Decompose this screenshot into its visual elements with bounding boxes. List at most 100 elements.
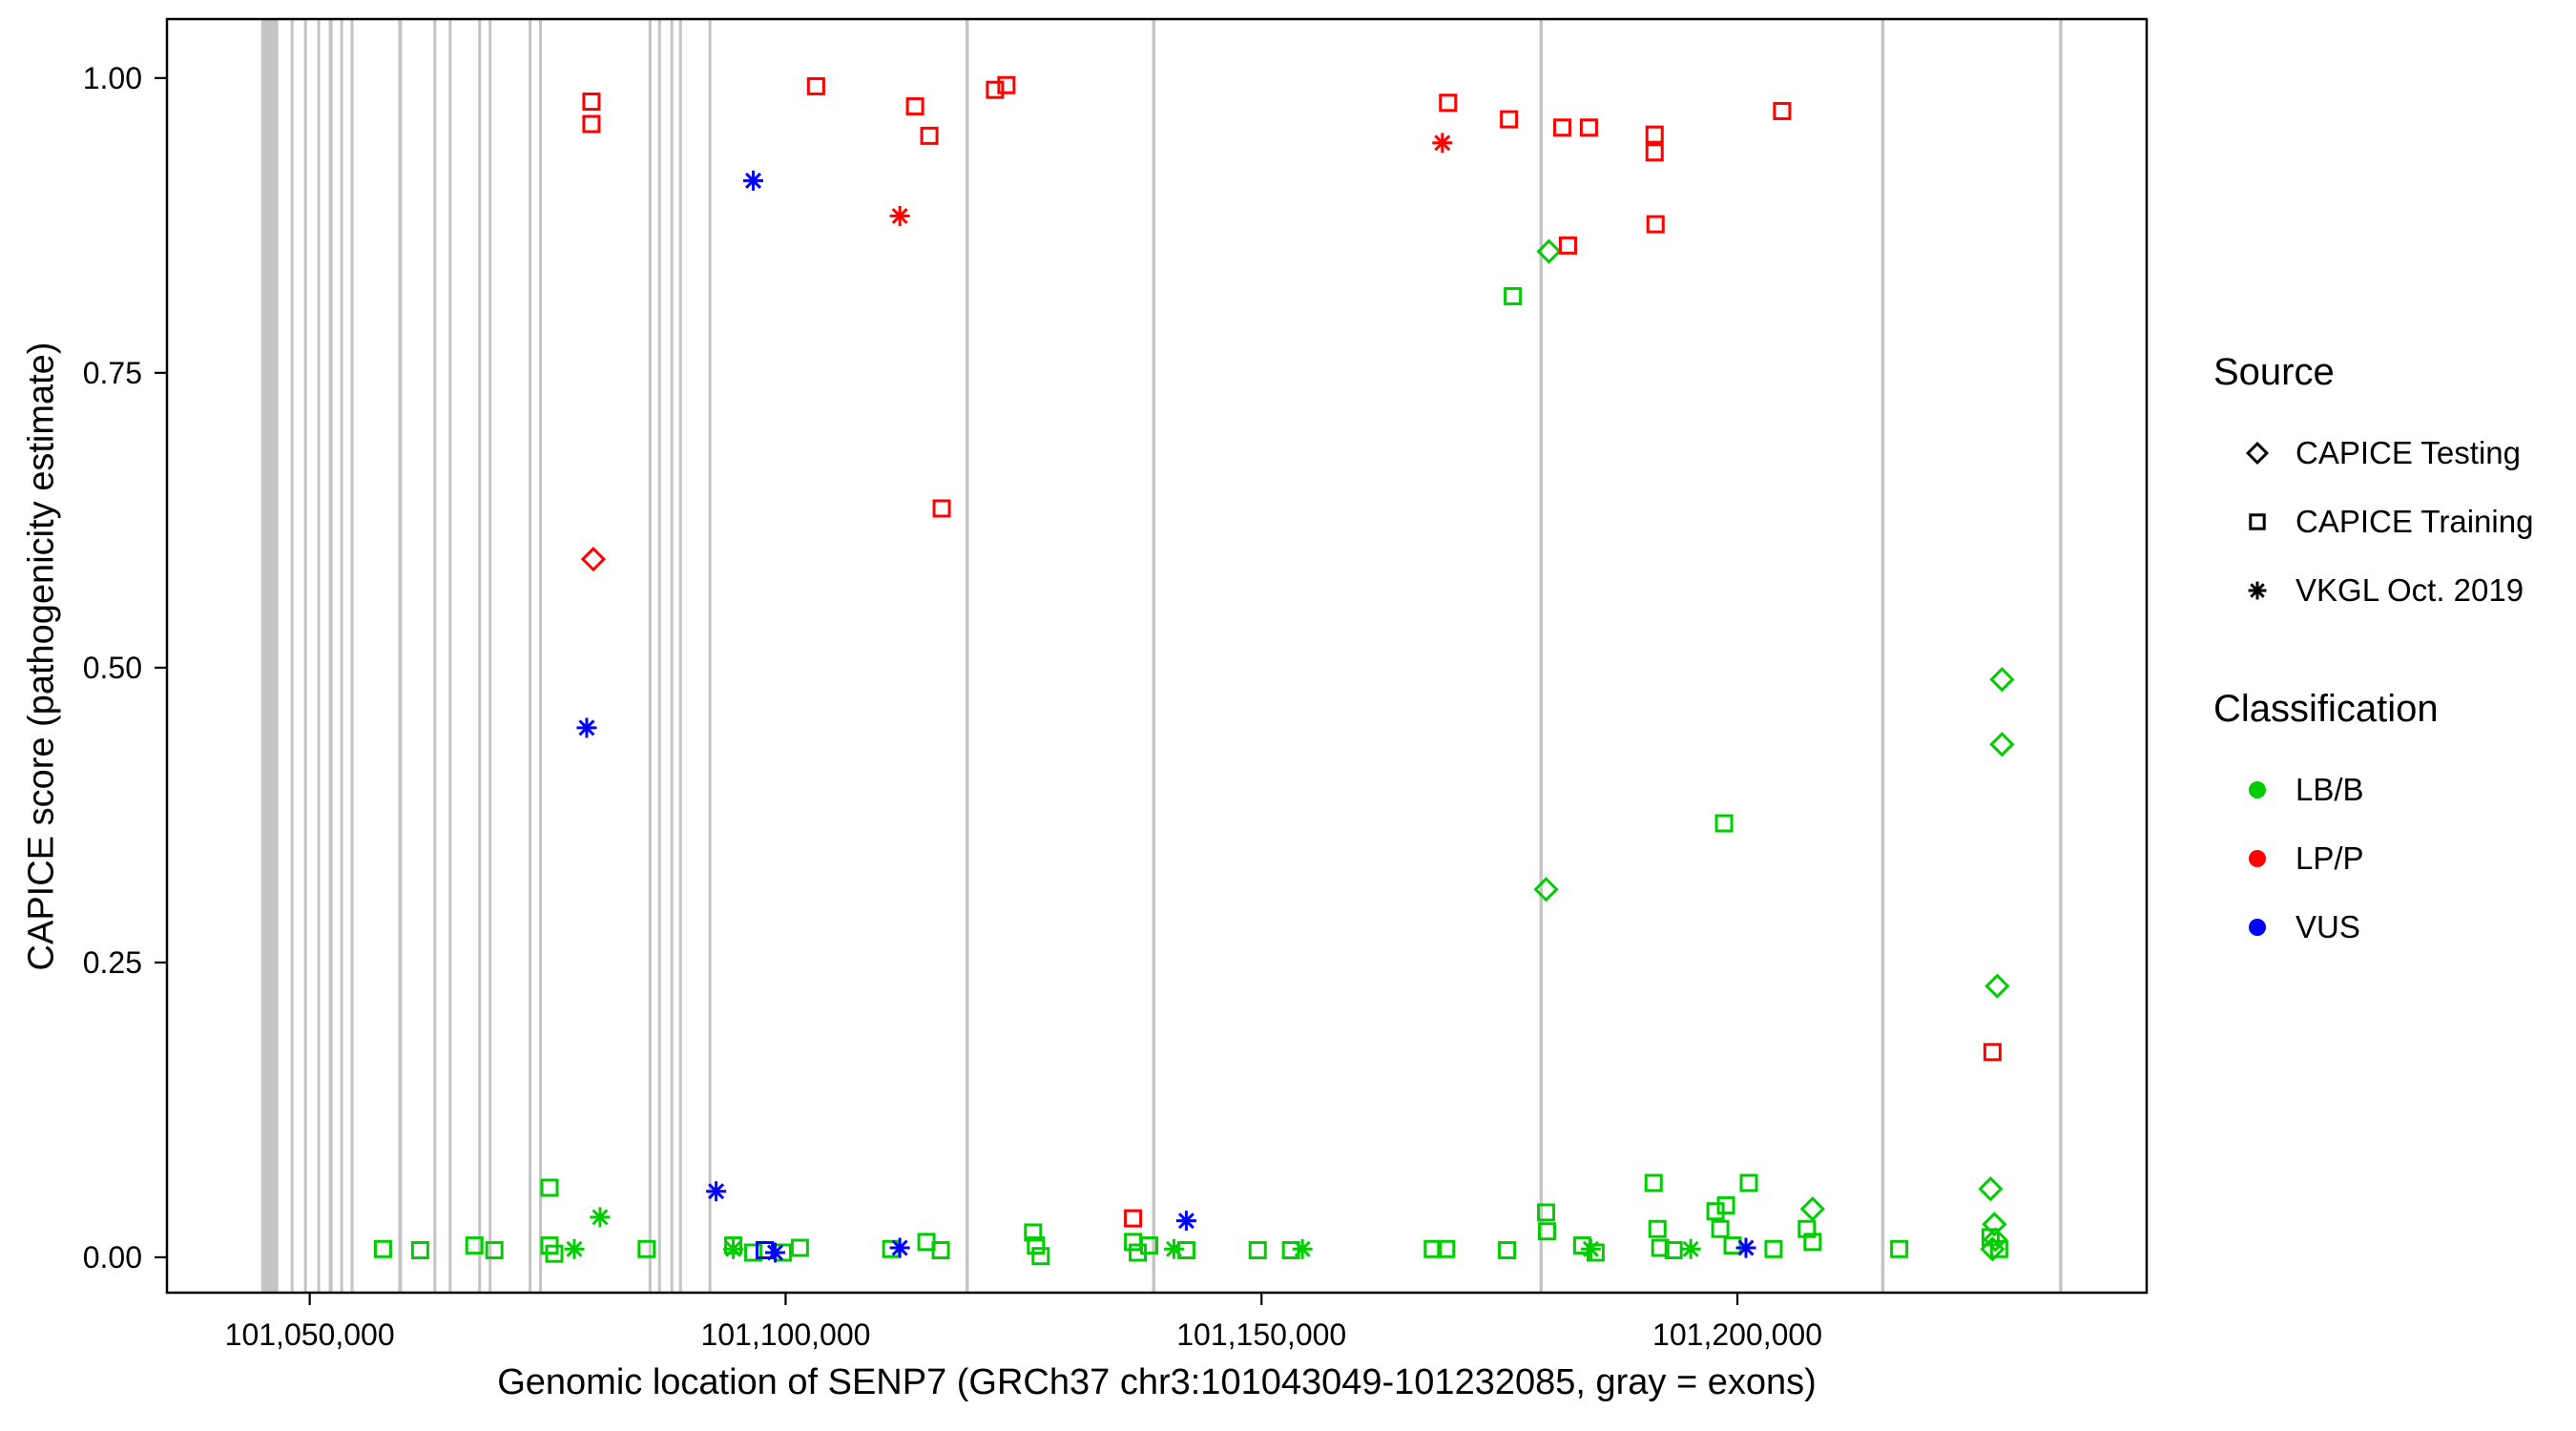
legend-classification-title: Classification xyxy=(2213,688,2439,730)
exon-bar xyxy=(648,20,652,1292)
exon-bar xyxy=(2059,20,2063,1292)
exon-bar xyxy=(448,20,452,1292)
data-point-square xyxy=(1504,286,1523,305)
data-point-square xyxy=(744,1243,763,1262)
data-point-square xyxy=(1716,1196,1735,1215)
data-point-square xyxy=(1031,1247,1050,1266)
data-point-square xyxy=(1739,1173,1758,1192)
y-tick-label: 0.00 xyxy=(83,1240,142,1275)
exon-bar xyxy=(317,20,321,1292)
data-point-square xyxy=(986,80,1005,99)
data-point-square xyxy=(1764,1239,1783,1258)
data-point-square xyxy=(373,1239,392,1258)
exon-bar xyxy=(328,20,333,1292)
data-point-square xyxy=(1983,1043,2002,1062)
legend-item-capice-training: CAPICE Training xyxy=(2213,487,2566,556)
data-point-square xyxy=(1500,110,1519,129)
legend-item-label: VUS xyxy=(2296,909,2360,944)
square-marker-icon xyxy=(2249,513,2266,530)
legend-item-lb-b: LB/B xyxy=(2213,756,2566,824)
data-point-square xyxy=(1651,1238,1670,1257)
exon-bar xyxy=(260,20,279,1292)
data-point-square xyxy=(1723,1236,1742,1255)
data-point-asterisk xyxy=(1292,1238,1313,1259)
data-point-square xyxy=(1579,118,1598,137)
data-point-square xyxy=(1644,1173,1663,1192)
data-point-square xyxy=(1552,118,1571,137)
data-point-square xyxy=(1645,143,1664,162)
data-point-asterisk xyxy=(2248,581,2267,600)
data-point-square xyxy=(1437,1239,1456,1258)
data-point-asterisk xyxy=(706,1181,727,1202)
exon-bar xyxy=(965,20,969,1292)
data-point-square xyxy=(1558,236,1577,255)
data-point-diamond xyxy=(1983,1227,2008,1253)
data-point-square xyxy=(920,126,939,145)
x-tick-label: 101,050,000 xyxy=(225,1317,395,1352)
x-tick-label: 101,200,000 xyxy=(1652,1317,1822,1352)
y-tick-label: 1.00 xyxy=(83,61,142,95)
data-point-square xyxy=(1773,101,1792,120)
data-point-asterisk xyxy=(743,170,764,191)
data-point-diamond xyxy=(2245,441,2270,466)
exon-bar xyxy=(708,20,712,1292)
data-point-square xyxy=(1024,1223,1043,1242)
exon-bar xyxy=(290,20,294,1292)
legend-classification-group: Classification LB/B LP/P VUS xyxy=(2213,688,2566,962)
panel-border xyxy=(165,17,2149,1295)
data-point-square xyxy=(465,1236,484,1255)
data-point-square xyxy=(1124,1209,1143,1228)
legend-item-label: CAPICE Testing xyxy=(2296,435,2521,470)
data-point-diamond xyxy=(1989,667,2015,693)
x-tick-label: 101,150,000 xyxy=(1176,1317,1346,1352)
legend: Source CAPICE Testing CAPICE Training VK… xyxy=(2213,351,2566,962)
data-point-square xyxy=(545,1244,564,1263)
data-point-square xyxy=(1803,1233,1822,1252)
legend-item-capice-testing: CAPICE Testing xyxy=(2213,419,2566,487)
data-point-asterisk xyxy=(889,205,910,226)
data-point-diamond xyxy=(1980,1236,2005,1262)
exon-bar xyxy=(488,20,492,1292)
y-tick-label: 0.50 xyxy=(83,651,142,685)
blue-dot-icon xyxy=(2249,919,2266,936)
data-point-diamond xyxy=(1799,1196,1825,1222)
data-point-asterisk xyxy=(1163,1238,1184,1259)
legend-item-label: LB/B xyxy=(2296,772,2364,807)
legend-item-lp-p: LP/P xyxy=(2213,824,2566,893)
data-point-square xyxy=(1646,215,1665,234)
data-point-square xyxy=(1714,814,1734,833)
diamond-marker-icon xyxy=(2245,441,2270,466)
data-point-asterisk xyxy=(1432,133,1453,154)
y-tick-label: 0.75 xyxy=(83,356,142,390)
exon-bar xyxy=(433,20,437,1292)
legend-source-group: Source CAPICE Testing CAPICE Training VK… xyxy=(2213,351,2566,625)
exon-bar xyxy=(398,20,403,1292)
data-point-square xyxy=(1797,1219,1817,1238)
data-point-diamond xyxy=(1982,1212,2007,1237)
legend-color-dot xyxy=(2249,919,2266,936)
exon-bar xyxy=(303,20,307,1292)
scatter-plot: 101,050,000 101,100,000 101,150,000 101,200… xyxy=(83,17,2149,1352)
data-point-asterisk xyxy=(889,1237,910,1258)
data-point-square xyxy=(1989,1239,2008,1258)
data-point-asterisk xyxy=(590,1207,611,1228)
data-point-square xyxy=(1423,1239,1443,1258)
y-tick-label: 0.25 xyxy=(83,945,142,980)
data-point-square xyxy=(806,76,825,95)
data-point-diamond xyxy=(1533,877,1559,902)
data-point-square xyxy=(790,1238,809,1257)
data-point-square xyxy=(1706,1202,1725,1221)
data-point-diamond xyxy=(580,547,607,572)
exon-bar xyxy=(678,20,682,1292)
data-point-square xyxy=(1027,1236,1046,1255)
data-point-diamond xyxy=(1989,732,2015,757)
data-point-square xyxy=(931,1241,950,1259)
data-point-asterisk xyxy=(1680,1238,1701,1259)
data-point-asterisk xyxy=(764,1242,785,1263)
data-point-square xyxy=(1439,93,1458,113)
data-point-square xyxy=(1648,1219,1667,1238)
data-point-asterisk xyxy=(564,1238,585,1259)
data-point-square xyxy=(1538,1222,1557,1241)
data-point-asterisk xyxy=(723,1238,744,1259)
exon-bar xyxy=(1880,20,1885,1292)
